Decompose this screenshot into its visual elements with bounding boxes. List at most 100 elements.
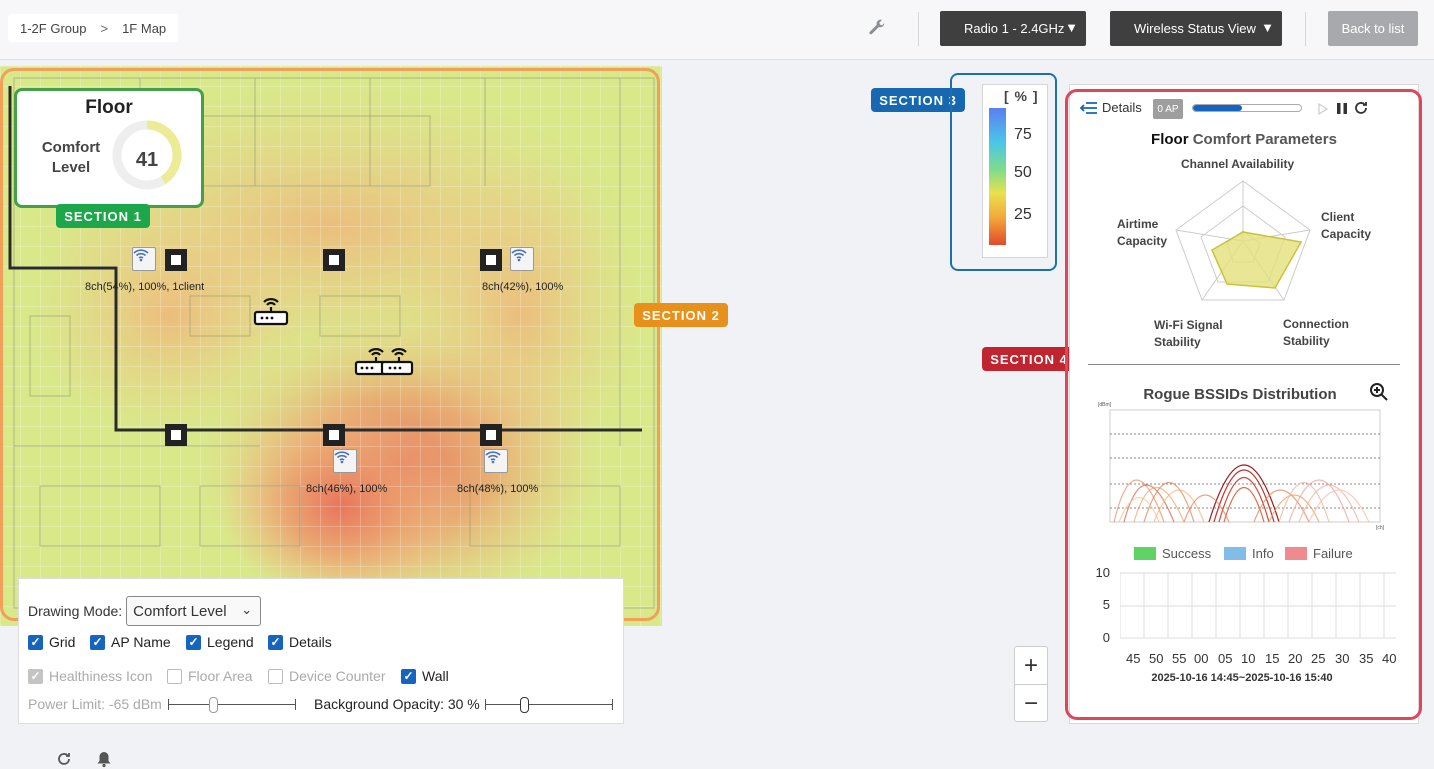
access-point-wifi-icon[interactable] bbox=[510, 247, 534, 271]
slider-tick bbox=[295, 699, 296, 710]
panel-title-floor: Floor bbox=[1151, 131, 1189, 148]
drawing-mode-label: Drawing Mode: bbox=[28, 603, 123, 619]
legend-tick: 50 bbox=[1014, 164, 1032, 181]
legend-success: Success bbox=[1134, 546, 1211, 561]
wall-node[interactable] bbox=[165, 249, 187, 271]
view-select[interactable]: Wireless Status View ▼ bbox=[1110, 11, 1282, 46]
play-icon[interactable] bbox=[1318, 103, 1328, 115]
radar-axis-label: Channel Availability bbox=[1181, 157, 1295, 171]
comfort-level-label: Comfort Level bbox=[41, 139, 101, 176]
router-icon[interactable] bbox=[352, 340, 416, 380]
chevron-down-icon: ▼ bbox=[1065, 20, 1078, 35]
access-point-wifi-icon[interactable] bbox=[132, 247, 156, 271]
breadcrumb-group-link[interactable]: 1-2F Group bbox=[20, 20, 87, 36]
radar-axis-label: Airtime Capacity bbox=[1117, 217, 1168, 248]
section-4-outline bbox=[1065, 89, 1422, 720]
power-limit-label: Power Limit: -65 dBm bbox=[28, 696, 162, 712]
x-tick: 20 bbox=[1288, 651, 1303, 666]
checkbox-label: Healthiness Icon bbox=[49, 668, 153, 684]
radar-axis-label: Connection Stability bbox=[1283, 317, 1349, 348]
details-panel bbox=[1069, 84, 1419, 724]
wall-node[interactable] bbox=[480, 249, 502, 271]
back-to-list-button[interactable]: Back to list bbox=[1328, 11, 1418, 46]
collapse-list-icon bbox=[1080, 101, 1097, 114]
y-tick: 5 bbox=[1102, 597, 1110, 612]
section-1-tag: SECTION 1 bbox=[56, 204, 150, 228]
checkbox-box bbox=[167, 668, 182, 684]
x-tick: 45 bbox=[1126, 651, 1141, 666]
checkbox-box: ✓ bbox=[90, 634, 105, 650]
power-limit-track bbox=[168, 704, 296, 705]
zoom-chart-icon[interactable] bbox=[1369, 382, 1389, 402]
radio-select-value: Radio 1 - 2.4GHz bbox=[964, 21, 1065, 36]
legend-tick: 25 bbox=[1014, 206, 1032, 223]
access-point-wifi-icon[interactable] bbox=[333, 449, 357, 473]
checkbox-box: ✓ bbox=[28, 668, 43, 684]
comfort-gauge bbox=[112, 120, 182, 190]
wall-node[interactable] bbox=[323, 249, 345, 271]
comfort-gauge-arc bbox=[112, 120, 182, 190]
background-opacity-slider[interactable] bbox=[520, 697, 529, 713]
checkbox-label: Details bbox=[289, 634, 332, 650]
access-point-wifi-icon[interactable] bbox=[484, 449, 508, 473]
access-point-label: 8ch(46%), 100% bbox=[306, 483, 388, 495]
details-label: Details bbox=[1102, 100, 1142, 115]
comfort-level-value: 41 bbox=[135, 149, 159, 171]
power-limit-slider[interactable] bbox=[209, 697, 218, 713]
chevron-down-icon: ⌄ bbox=[241, 602, 253, 617]
bell-icon[interactable] bbox=[96, 750, 112, 768]
floor-map[interactable]: 8ch(54%), 100%, 1client 8ch(42%), 100% 8… bbox=[0, 66, 662, 626]
checkbox-label: AP Name bbox=[111, 634, 171, 650]
playback-progress-fill bbox=[1193, 105, 1242, 111]
breadcrumb: 1-2F Group > 1F Map bbox=[8, 14, 179, 42]
toolbar-divider bbox=[918, 12, 919, 46]
x-tick: 55 bbox=[1172, 651, 1187, 666]
y-tick: 10 bbox=[1095, 565, 1110, 580]
refresh-icon[interactable] bbox=[1353, 100, 1369, 116]
checkbox-box: ✓ bbox=[268, 634, 283, 650]
panel-divider bbox=[1088, 364, 1400, 365]
x-tick: 05 bbox=[1218, 651, 1233, 666]
rogue-bssid-chart: [dBm] [ch] bbox=[1098, 402, 1385, 531]
zoom-in-button[interactable]: + bbox=[1015, 647, 1047, 685]
background-opacity-label: Background Opacity: 30 % bbox=[314, 696, 480, 712]
checkbox-floor-area: Floor Area bbox=[167, 668, 253, 684]
checkbox-ap-name[interactable]: ✓ AP Name bbox=[90, 634, 171, 650]
playback-progress[interactable] bbox=[1192, 104, 1302, 112]
wall-node[interactable] bbox=[480, 424, 502, 446]
floor-title: Floor bbox=[85, 97, 133, 118]
router-icon[interactable] bbox=[252, 290, 290, 328]
legend-color-scale bbox=[989, 108, 1006, 245]
checkbox-wall[interactable]: ✓ Wall bbox=[401, 668, 449, 684]
radio-select[interactable]: Radio 1 - 2.4GHz ▼ bbox=[940, 11, 1086, 46]
legend-label: Failure bbox=[1313, 546, 1353, 561]
section-3-outline bbox=[950, 73, 1057, 271]
checkbox-legend[interactable]: ✓ Legend bbox=[186, 634, 254, 650]
zoom-out-button[interactable]: − bbox=[1023, 690, 1038, 717]
toolbar-divider bbox=[1305, 12, 1306, 46]
section-2-tag: SECTION 2 bbox=[634, 303, 728, 327]
radar-axis-label: Client Capacity bbox=[1321, 210, 1372, 241]
x-tick: 40 bbox=[1382, 651, 1397, 666]
legend-failure: Failure bbox=[1285, 546, 1353, 561]
access-point-label: 8ch(48%), 100% bbox=[457, 483, 539, 495]
failure-swatch bbox=[1285, 547, 1307, 560]
opacity-track bbox=[485, 704, 613, 705]
pause-icon[interactable] bbox=[1336, 102, 1348, 115]
wrench-icon[interactable] bbox=[866, 18, 888, 40]
drawing-mode-select[interactable]: Comfort Level ⌄ bbox=[126, 596, 262, 626]
x-tick: 30 bbox=[1335, 651, 1350, 666]
slider-tick bbox=[168, 699, 169, 710]
access-point-label: 8ch(42%), 100% bbox=[482, 281, 564, 293]
rogue-x-unit: [ch] bbox=[1376, 525, 1385, 531]
checkbox-label: Grid bbox=[49, 634, 76, 650]
radar-chart bbox=[1175, 180, 1311, 301]
wall-node[interactable] bbox=[165, 424, 187, 446]
details-toggle[interactable]: Details bbox=[1080, 100, 1142, 115]
checkbox-details[interactable]: ✓ Details bbox=[268, 634, 332, 650]
checkbox-grid[interactable]: ✓ Grid bbox=[28, 634, 75, 650]
wall-node[interactable] bbox=[323, 424, 345, 446]
legend-info: Info bbox=[1224, 546, 1274, 561]
reload-icon[interactable] bbox=[55, 750, 73, 768]
checkbox-label: Wall bbox=[422, 668, 449, 684]
